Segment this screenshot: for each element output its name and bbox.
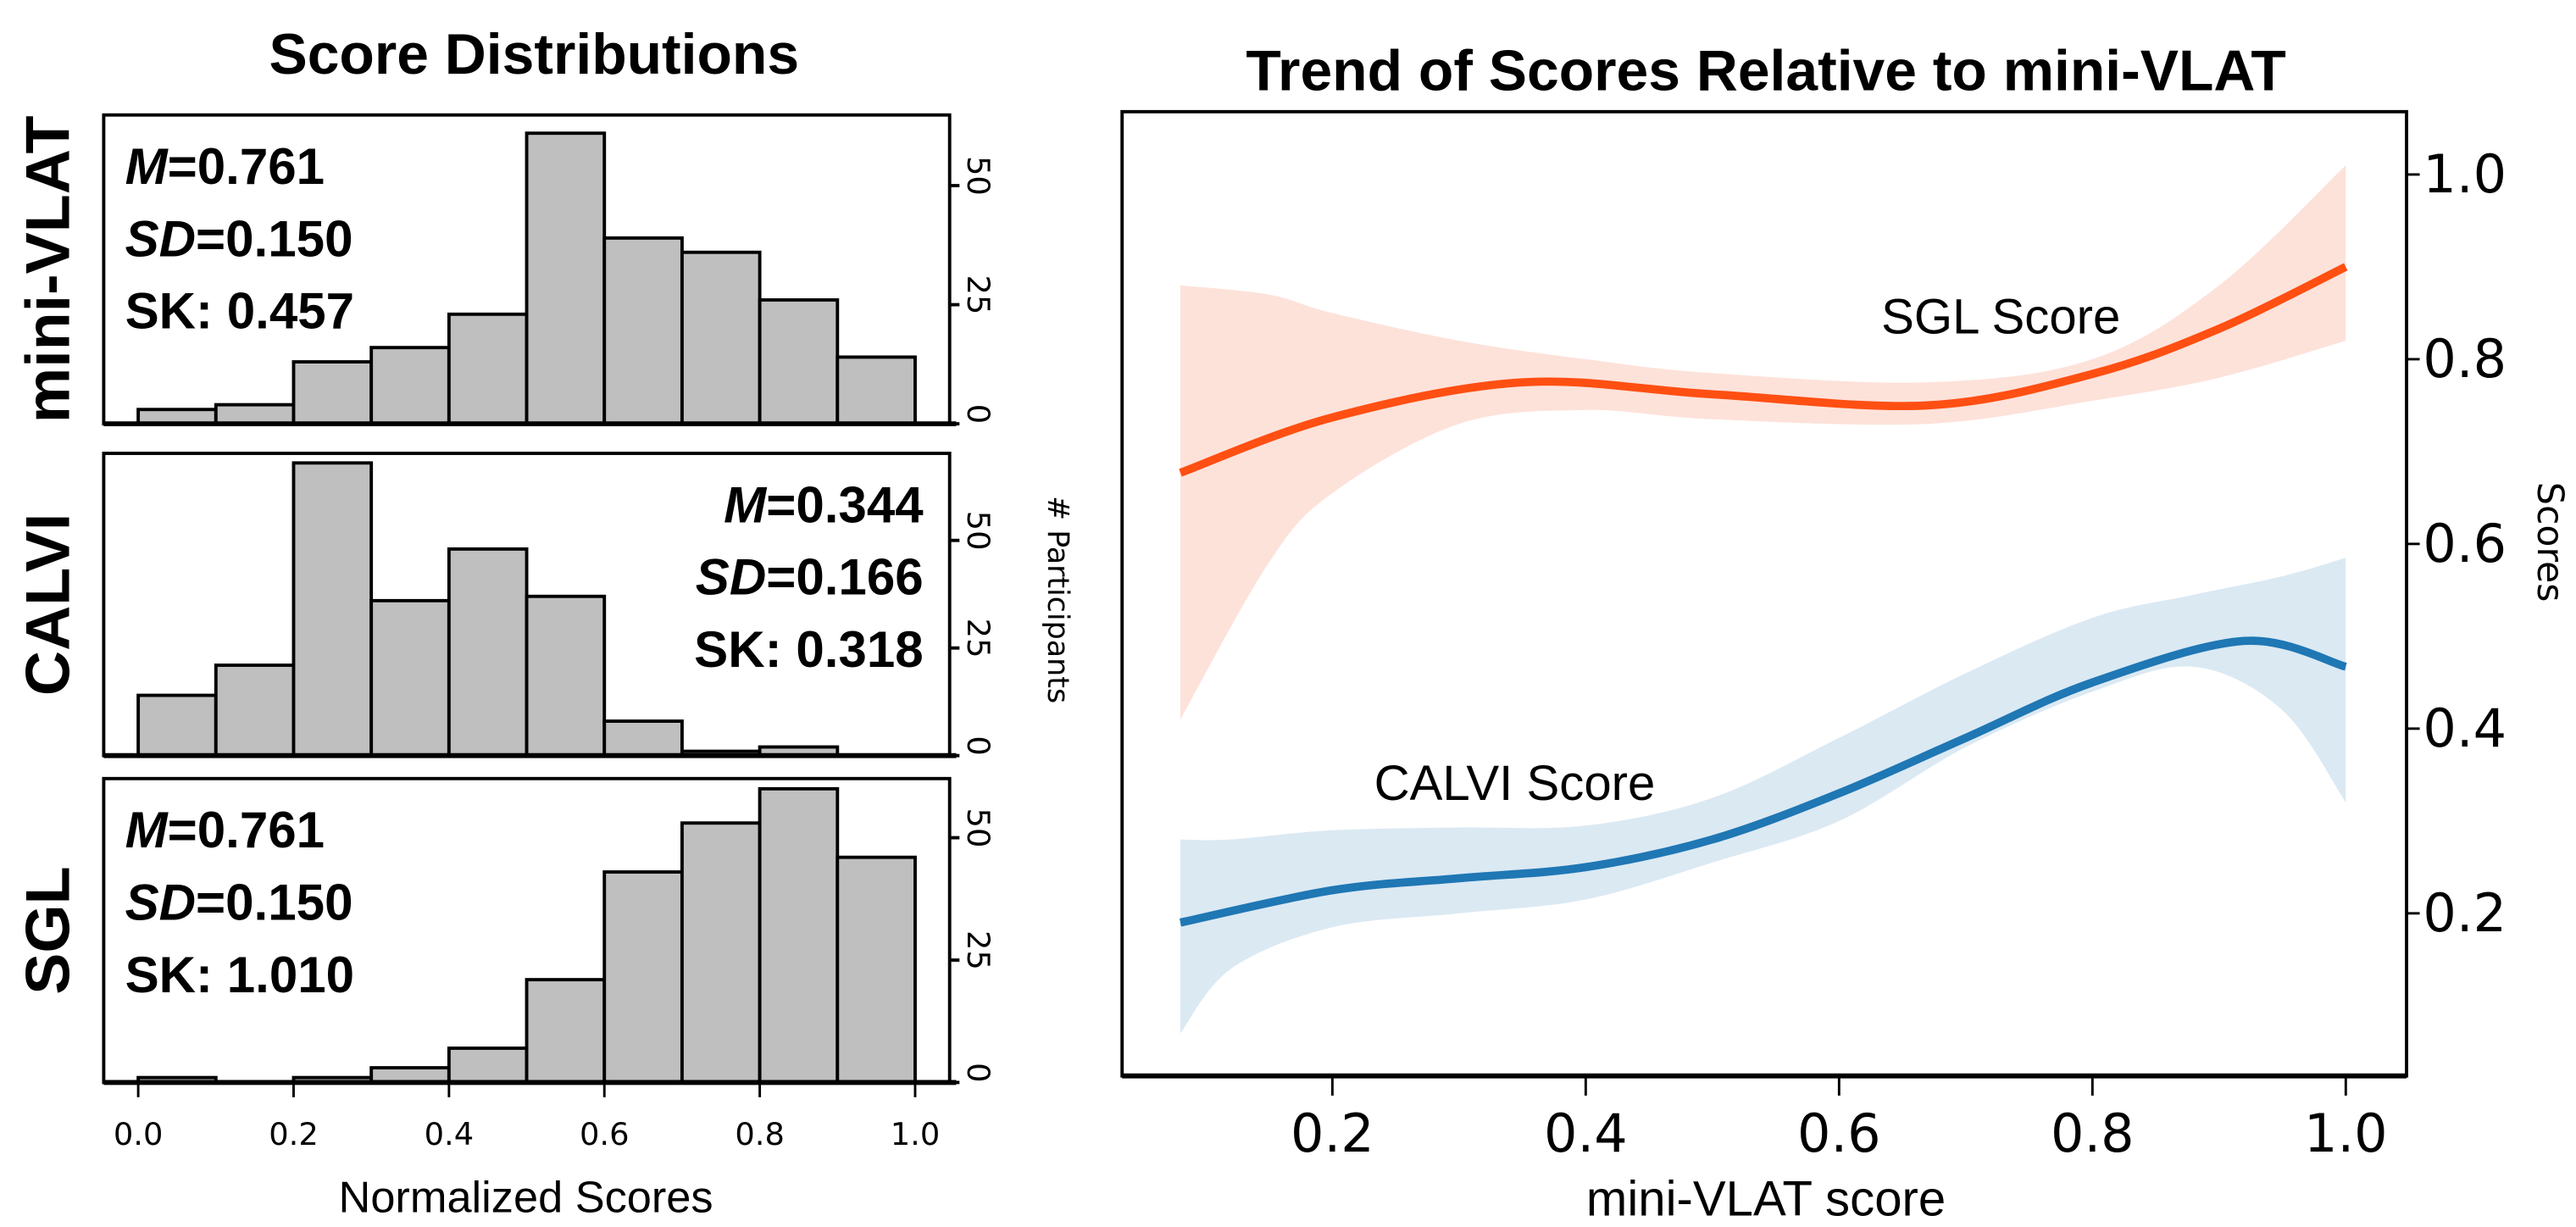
- confidence-band-calvi: [1180, 558, 2346, 1034]
- x-tick-label: 0.4: [1544, 1102, 1628, 1164]
- trend-line-calvi: [1179, 636, 2347, 927]
- y-tick-label: 0.8: [2423, 328, 2507, 390]
- y-tick-label: 0.4: [2423, 697, 2507, 759]
- histogram-bar: [291, 360, 374, 426]
- y-tick-label: 50: [960, 511, 997, 551]
- histogram-bar: [447, 547, 529, 758]
- y-tick-label: 0.2: [2423, 882, 2507, 944]
- y-tick-label: 0: [960, 404, 997, 424]
- x-tick-label: 0.6: [580, 1116, 630, 1152]
- histogram-bar: [680, 250, 762, 426]
- histogram-bar: [214, 403, 296, 426]
- y-tick-label: 50: [960, 156, 997, 196]
- x-tick-label: 1.0: [2304, 1102, 2388, 1164]
- histogram-bar: [369, 598, 451, 758]
- y-tick-label: 1.0: [2423, 143, 2507, 205]
- stat-text: SK: 0.318: [694, 621, 924, 678]
- y-tick-label: 0: [960, 1063, 997, 1082]
- histogram-bar: [836, 855, 917, 1085]
- histogram-bar: [136, 693, 218, 758]
- histogram-bar: [758, 298, 840, 426]
- stat-text: M=0.761: [125, 138, 325, 195]
- x-tick-label: 0.8: [735, 1116, 785, 1152]
- y-tick-label: 25: [960, 275, 997, 315]
- stat-text: SD=0.150: [125, 874, 353, 931]
- panel-label: CALVI: [13, 514, 83, 696]
- histogram-bar: [602, 719, 684, 758]
- stat-text: SD=0.166: [696, 549, 924, 606]
- stat-text: SD=0.150: [125, 210, 353, 267]
- stat-text: M=0.344: [724, 476, 924, 533]
- hist-xlabel: Normalized Scores: [339, 1174, 713, 1223]
- x-tick-label: 0.2: [269, 1116, 319, 1152]
- hist-panel-calvi: 0 25 50 CALVI M=0.344 SD=0.166 SK: 0.318: [13, 452, 997, 758]
- y-tick-label: 50: [960, 808, 997, 848]
- stat-text: SK: 0.457: [125, 283, 355, 340]
- confidence-band-sgl: [1180, 165, 2346, 719]
- histogram-bar: [525, 131, 607, 426]
- stat-text: SK: 1.010: [125, 947, 355, 1003]
- x-tick-label: 0.0: [114, 1116, 164, 1152]
- histogram-bar: [291, 461, 374, 758]
- histogram-bar: [214, 663, 296, 758]
- histogram-bar: [525, 978, 607, 1085]
- panel-label: mini-VLAT: [13, 116, 83, 424]
- histogram-bar: [447, 1047, 529, 1085]
- y-tick-label: 0: [960, 736, 997, 755]
- trend-line-sgl: [1179, 263, 2348, 477]
- hist-panel-mini-vlat: 0 25 50 mini-VLAT M=0.761 SD=0.150 SK: 0.457: [13, 113, 997, 427]
- histogram-bar: [758, 786, 840, 1085]
- hist-panel-sgl: 0 25 50 SGL M=0.761 SD=0.150 SK: 1.010: [13, 776, 997, 1085]
- histogram-bar: [680, 821, 762, 1085]
- x-tick-label: 0.4: [425, 1116, 475, 1152]
- stat-text: M=0.761: [125, 802, 325, 858]
- series-label-calvi: CALVI Score: [1374, 756, 1656, 811]
- hist-title: Score Distributions: [269, 23, 799, 86]
- histogram-bar: [369, 346, 451, 426]
- panel-label: SGL: [13, 866, 83, 994]
- trend-xlabel: mini-VLAT score: [1586, 1171, 1946, 1226]
- histogram-bar: [447, 312, 529, 426]
- y-tick-label: 25: [960, 930, 997, 970]
- series-label-sgl: SGL Score: [1881, 289, 2120, 344]
- histogram-bar: [836, 355, 917, 426]
- histogram-bar: [602, 870, 684, 1085]
- y-tick-label: 0.6: [2423, 513, 2507, 575]
- trend-ylabel: Scores: [2529, 482, 2571, 602]
- x-tick-label: 0.6: [1797, 1102, 1881, 1164]
- x-tick-label: 0.2: [1291, 1102, 1374, 1164]
- trend-title: Trend of Scores Relative to mini-VLAT: [1246, 40, 2285, 103]
- y-tick-label: 25: [960, 619, 997, 658]
- histogram-bar: [525, 594, 607, 758]
- histogram-bar: [602, 236, 684, 426]
- hist-ylabel: # Participants: [1041, 496, 1074, 703]
- x-tick-label: 0.8: [2051, 1102, 2135, 1164]
- x-tick-label: 1.0: [891, 1116, 941, 1152]
